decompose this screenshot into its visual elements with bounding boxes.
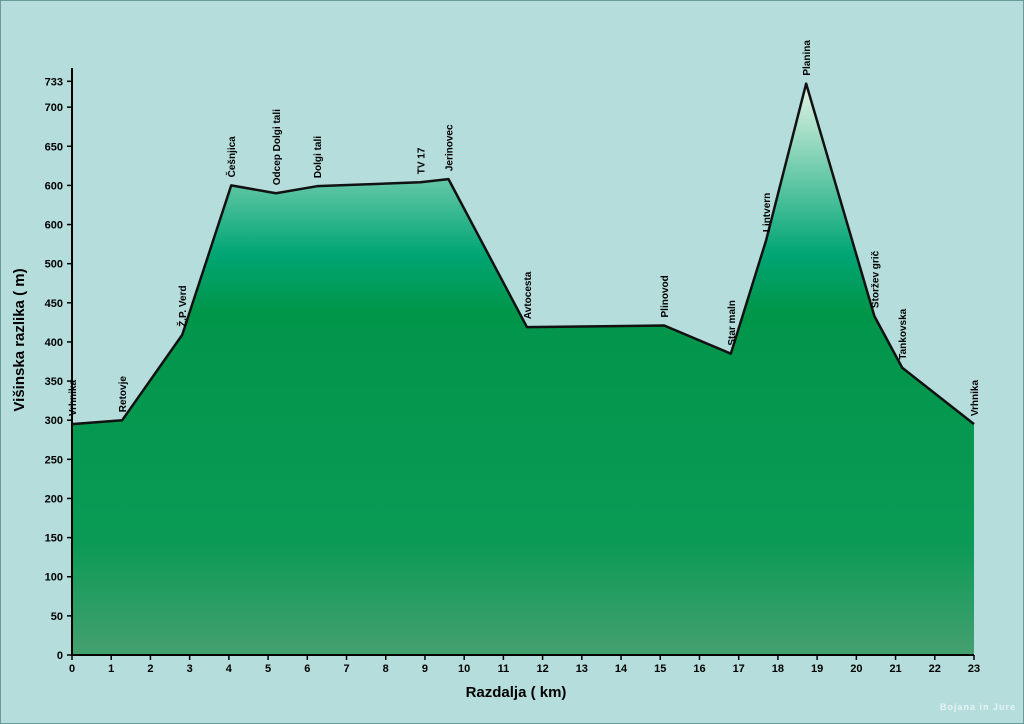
point-label: Retovje [118,376,129,413]
y-tick-label: 500 [45,259,63,271]
x-tick-label: 9 [422,663,428,675]
x-tick-label: 5 [265,663,271,675]
x-tick-label: 8 [383,663,389,675]
x-tick-label: 0 [69,663,75,675]
point-label: Star maln [727,300,738,346]
point-label: Avtocesta [523,271,534,319]
point-label: Vrhnika [68,380,79,417]
y-tick-label: 150 [45,533,63,545]
y-tick-label: 450 [45,298,63,310]
point-label: Planina [802,40,813,76]
x-tick-label: 16 [693,663,705,675]
area [72,83,974,656]
x-tick-label: 23 [968,663,980,675]
x-axis-label: Razdalja ( km) [466,684,567,701]
x-tick-label: 4 [226,663,233,675]
point-label: Storžev grič [870,250,881,308]
y-tick-label: 733 [45,76,63,88]
x-tick-label: 6 [304,663,310,675]
y-tick-label: 700 [45,102,63,114]
x-tick-label: 17 [733,663,745,675]
x-tick-label: 15 [654,663,666,675]
y-tick-label: 50 [51,611,63,623]
x-tick-label: 19 [811,663,823,675]
point-label: Odcep Dolgi tali [272,109,283,185]
x-tick-label: 14 [615,663,628,675]
x-tick-label: 2 [147,663,153,675]
x-tick-label: 21 [889,663,901,675]
x-tick-label: 7 [343,663,349,675]
point-label: TV 17 [416,147,427,174]
x-tick-label: 3 [187,663,193,675]
y-tick-label: 600 [45,220,63,232]
point-label: Češnjica [225,136,238,178]
x-tick-label: 1 [108,663,114,675]
point-label: Dolgi tali [313,136,324,178]
point-label: Plinovod [660,275,671,317]
y-axis-label: Višinska razlika ( m) [11,268,28,411]
y-tick-label: 200 [45,493,63,505]
y-tick-label: 0 [57,650,63,662]
point-label: Tankovska [898,308,909,359]
y-tick-label: 250 [45,454,63,466]
y-tick-label: 350 [45,376,63,388]
y-tick-label: 400 [45,337,63,349]
point-label: Vrhnika [970,380,981,417]
x-tick-label: 20 [850,663,862,675]
x-tick-label: 11 [498,663,510,675]
x-tick-label: 10 [458,663,470,675]
x-tick-label: 12 [536,663,548,675]
y-tick-label: 300 [45,415,63,427]
line [71,82,975,426]
y-tick-label: 600 [45,180,63,192]
point-label: Jerinovec [444,124,455,171]
point-label: Ž.P. Verd [176,285,189,327]
x-tick-label: 22 [929,663,941,675]
watermark: Bojana in Jure [940,702,1016,712]
x-tick-label: 13 [576,663,588,675]
point-label: Lintvern [762,193,773,232]
x-tick-label: 18 [772,663,784,675]
y-tick-label: 650 [45,141,63,153]
y-tick-label: 100 [45,572,63,584]
